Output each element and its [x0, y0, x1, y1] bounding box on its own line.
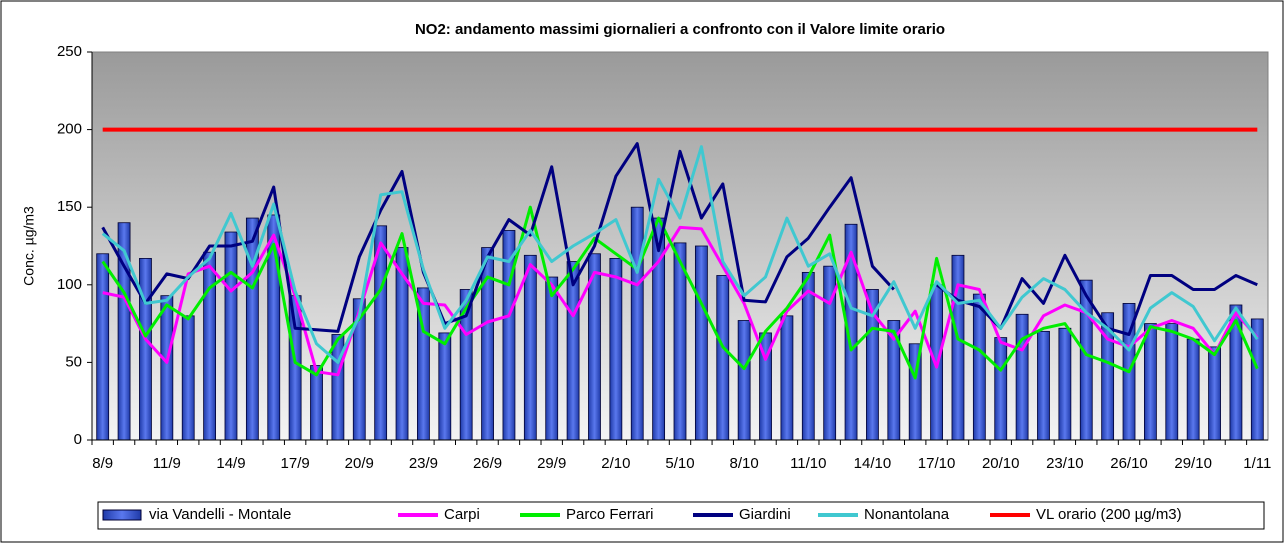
- x-tick-label: 29/10: [1174, 455, 1212, 472]
- legend-label: via Vandelli - Montale: [149, 506, 291, 523]
- x-tick-label: 20/9: [345, 455, 374, 472]
- legend-label: Carpi: [444, 506, 480, 523]
- x-tick-label: 1/11: [1243, 455, 1271, 472]
- bar: [310, 365, 323, 441]
- x-tick-label: 20/10: [982, 455, 1020, 472]
- x-tick-label: 2/10: [601, 455, 630, 472]
- bar: [566, 261, 580, 441]
- legend-label: Giardini: [739, 506, 791, 523]
- bar: [972, 293, 986, 441]
- legend-box: [97, 501, 1265, 530]
- bar: [1165, 323, 1179, 441]
- bar: [1144, 323, 1157, 441]
- x-tick-label: 14/9: [216, 455, 245, 472]
- x-tick-label: 11/9: [153, 455, 181, 472]
- y-tick-label: 200: [57, 121, 82, 138]
- bar: [1058, 327, 1072, 441]
- x-tick-label: 14/10: [854, 455, 892, 472]
- bar: [160, 295, 174, 441]
- x-tick-label: 8/9: [92, 455, 113, 472]
- bar: [1208, 346, 1221, 441]
- bar: [951, 254, 965, 441]
- bar: [96, 253, 110, 441]
- y-tick-label: 250: [57, 43, 82, 60]
- line: [101, 145, 1259, 364]
- legend-label: VL orario (200 µg/m3): [1036, 506, 1182, 523]
- bar: [117, 222, 131, 441]
- x-tick-label: 8/10: [730, 455, 759, 472]
- y-axis-label: Conc. µg/m3: [21, 206, 37, 286]
- bar: [1037, 330, 1050, 441]
- y-tick-label: 150: [57, 198, 82, 215]
- x-tick-label: 26/10: [1110, 455, 1148, 472]
- bar: [523, 254, 537, 441]
- bar: [737, 320, 751, 441]
- bar: [609, 258, 623, 441]
- x-tick-label: 5/10: [665, 455, 694, 472]
- bar: [994, 337, 1008, 441]
- bar: [288, 295, 302, 441]
- bar: [780, 315, 794, 441]
- bar: [1186, 338, 1200, 441]
- bar: [545, 276, 559, 441]
- bar: [438, 332, 452, 441]
- legend-label: Parco Ferrari: [566, 506, 654, 523]
- bar: [224, 231, 238, 441]
- bar: [1015, 313, 1029, 441]
- chart-title: NO2: andamento massimi giornalieri a con…: [415, 21, 945, 38]
- legend-swatch: [102, 509, 142, 521]
- line: [101, 205, 1259, 380]
- legend-label: Nonantolana: [864, 506, 950, 523]
- bar: [716, 275, 730, 441]
- bar: [181, 315, 195, 441]
- x-tick-label: 11/10: [790, 455, 826, 472]
- x-tick-label: 23/9: [409, 455, 438, 472]
- line: [102, 225, 1259, 377]
- bar: [801, 271, 815, 441]
- x-tick-label: 26/9: [473, 455, 502, 472]
- bar: [139, 258, 152, 441]
- x-tick-label: 23/10: [1046, 455, 1084, 472]
- x-tick-label: 17/10: [918, 455, 956, 472]
- x-tick-label: 29/9: [537, 455, 566, 472]
- bar: [203, 251, 217, 441]
- bar: [694, 245, 708, 441]
- y-tick-label: 100: [57, 276, 82, 293]
- y-tick-label: 50: [65, 353, 82, 370]
- bar: [630, 206, 644, 441]
- y-tick-label: 0: [74, 431, 82, 448]
- line: [101, 142, 1258, 336]
- x-tick-label: 17/9: [281, 455, 310, 472]
